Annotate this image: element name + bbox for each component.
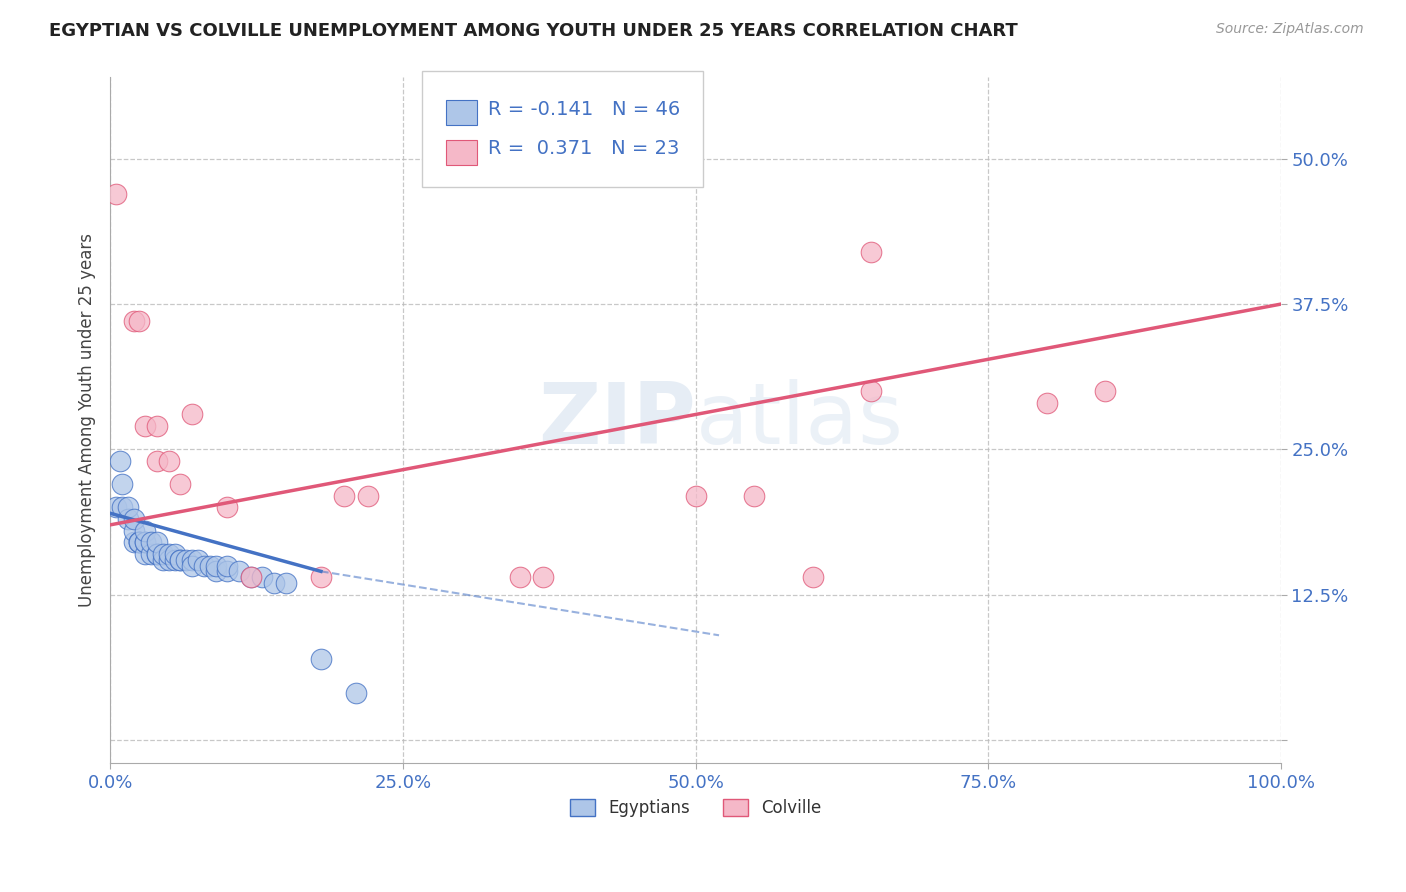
Point (128, 535, 150, 549)
Point (1094, 384, 1116, 399)
Point (187, 553, 209, 567)
Point (217, 500, 239, 515)
Point (134, 419, 156, 434)
Point (146, 547, 169, 561)
Point (152, 553, 174, 567)
Point (509, 570, 531, 584)
Y-axis label: Unemployment Among Youth under 25 years: Unemployment Among Youth under 25 years (79, 234, 96, 607)
Point (1036, 396, 1059, 410)
Point (263, 576, 285, 591)
Point (357, 489, 380, 503)
Point (122, 524, 145, 538)
Point (146, 535, 169, 549)
Point (198, 558, 221, 573)
Point (122, 314, 145, 328)
Text: ZIP: ZIP (538, 379, 696, 462)
Point (134, 524, 156, 538)
Point (152, 547, 174, 561)
Point (111, 477, 134, 491)
Point (217, 565, 239, 579)
Point (685, 489, 707, 503)
Point (157, 547, 180, 561)
Point (108, 454, 131, 468)
Point (157, 553, 180, 567)
Point (860, 244, 883, 259)
Point (134, 535, 156, 549)
Point (163, 547, 186, 561)
Point (128, 535, 150, 549)
Point (204, 558, 226, 573)
Point (228, 565, 250, 579)
Text: R =  0.371   N = 23: R = 0.371 N = 23 (488, 139, 679, 159)
Point (309, 651, 332, 665)
Text: Source: ZipAtlas.com: Source: ZipAtlas.com (1216, 22, 1364, 37)
Point (105, 186, 128, 201)
Point (169, 477, 191, 491)
Point (239, 570, 262, 584)
Point (134, 547, 156, 561)
Point (531, 570, 554, 584)
Point (274, 576, 297, 591)
Point (801, 570, 824, 584)
Point (181, 408, 204, 422)
Point (309, 570, 332, 584)
Point (174, 553, 197, 567)
Point (344, 686, 367, 700)
Point (146, 419, 169, 434)
Point (181, 553, 204, 567)
Point (163, 553, 186, 567)
Point (860, 384, 883, 399)
Point (157, 454, 180, 468)
Point (146, 454, 169, 468)
Point (146, 547, 169, 561)
Point (105, 500, 128, 515)
Point (139, 547, 162, 561)
Point (252, 570, 274, 584)
Point (122, 535, 145, 549)
Point (122, 512, 145, 526)
Point (128, 535, 150, 549)
Point (111, 500, 134, 515)
Point (128, 314, 150, 328)
Text: R = -0.141   N = 46: R = -0.141 N = 46 (488, 100, 681, 120)
Point (742, 489, 765, 503)
Point (193, 558, 215, 573)
Point (134, 535, 156, 549)
Point (169, 553, 191, 567)
Point (117, 512, 139, 526)
Text: atlas: atlas (696, 379, 904, 462)
Point (217, 558, 239, 573)
Point (117, 500, 139, 515)
Point (204, 565, 226, 579)
Text: EGYPTIAN VS COLVILLE UNEMPLOYMENT AMONG YOUTH UNDER 25 YEARS CORRELATION CHART: EGYPTIAN VS COLVILLE UNEMPLOYMENT AMONG … (49, 22, 1018, 40)
Point (139, 535, 162, 549)
Point (169, 553, 191, 567)
Point (333, 489, 356, 503)
Legend: Egyptians, Colville: Egyptians, Colville (562, 792, 828, 823)
Point (181, 558, 204, 573)
Point (239, 570, 262, 584)
